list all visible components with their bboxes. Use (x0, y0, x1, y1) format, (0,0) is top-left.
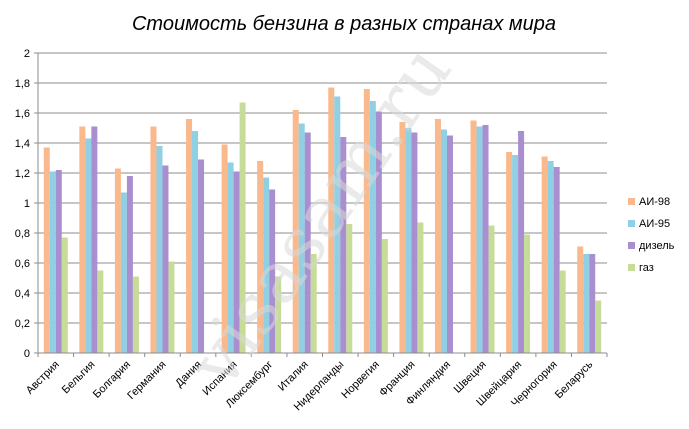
bar (310, 254, 317, 353)
bar (399, 122, 406, 353)
bar (79, 126, 86, 353)
bar (512, 155, 519, 353)
bars (43, 87, 602, 353)
bar (375, 111, 382, 353)
bar (518, 131, 525, 353)
legend-label: АИ-95 (639, 218, 670, 230)
bar (263, 177, 270, 353)
bar (162, 165, 169, 353)
chart-title: Стоимость бензина в разных странах мира (132, 13, 556, 35)
bar (192, 131, 199, 353)
bar (340, 137, 347, 353)
bar (168, 261, 175, 353)
y-axis-ticks: 0 0,2 0,4 0,6 0,8 1 1,2 1,4 1,6 1,8 2 (15, 48, 38, 360)
bar (506, 152, 513, 353)
bar (114, 168, 121, 353)
bar (405, 128, 412, 353)
bar (440, 129, 447, 353)
bar (304, 132, 311, 353)
y-tick-label: 1 (24, 198, 30, 210)
x-tick-label: Беларусь (553, 358, 596, 401)
bar (559, 270, 566, 353)
x-tick-label: Австрия (24, 359, 62, 397)
x-tick-label: Норвегия (339, 359, 382, 402)
bar (488, 225, 495, 353)
bar (298, 123, 305, 353)
bar (292, 110, 299, 353)
bar (482, 125, 489, 353)
legend-swatch (628, 198, 635, 205)
bar (126, 176, 133, 353)
bar (233, 171, 240, 353)
bar (328, 87, 335, 353)
legend-swatch (628, 264, 635, 271)
bar (346, 224, 353, 353)
bar (239, 102, 246, 353)
bar (186, 119, 193, 353)
legend-swatch (628, 242, 635, 249)
x-tick-label: Германия (125, 359, 168, 402)
bar (61, 237, 68, 353)
bar (417, 222, 424, 353)
bar (470, 120, 477, 353)
bar (381, 239, 388, 353)
y-tick-label: 1,8 (15, 78, 30, 90)
legend-label: газ (639, 262, 654, 274)
bar (476, 126, 483, 353)
bar (150, 126, 157, 353)
bar (583, 254, 590, 353)
bar (97, 270, 104, 353)
bar (55, 170, 62, 353)
bar (221, 144, 228, 353)
bar (524, 234, 531, 353)
x-tick-label: Италия (276, 359, 311, 394)
bar (411, 132, 418, 353)
y-tick-label: 2 (24, 48, 30, 60)
bar (275, 276, 282, 353)
y-tick-label: 1,4 (15, 138, 30, 150)
bar (547, 161, 554, 353)
bar (49, 171, 56, 353)
y-tick-label: 1,2 (15, 168, 30, 180)
bar (363, 89, 370, 353)
legend-swatch (628, 220, 635, 227)
bar (577, 246, 584, 353)
legend-label: дизель (639, 240, 675, 252)
y-tick-label: 0,8 (15, 228, 30, 240)
bar (369, 101, 376, 353)
bar (541, 156, 548, 353)
bar (257, 161, 264, 353)
y-tick-label: 0,6 (15, 258, 30, 270)
bar (434, 119, 441, 353)
bar (227, 162, 234, 353)
bar (156, 146, 163, 353)
bar (334, 96, 341, 353)
bar (553, 167, 560, 353)
legend-label: АИ-98 (639, 196, 670, 208)
bar (589, 254, 596, 353)
y-tick-label: 0,2 (15, 318, 30, 330)
y-tick-label: 0 (24, 348, 30, 360)
bar (446, 135, 453, 353)
y-tick-label: 0,4 (15, 288, 30, 300)
bar (91, 126, 98, 353)
bar (43, 147, 50, 353)
legend: АИ-98 АИ-95 дизель газ (628, 196, 675, 274)
bar (120, 192, 127, 353)
bar (198, 159, 205, 353)
bar (132, 276, 139, 353)
bar (85, 138, 92, 353)
bar (595, 300, 602, 353)
bar (269, 189, 276, 353)
y-tick-label: 1,6 (15, 108, 30, 120)
